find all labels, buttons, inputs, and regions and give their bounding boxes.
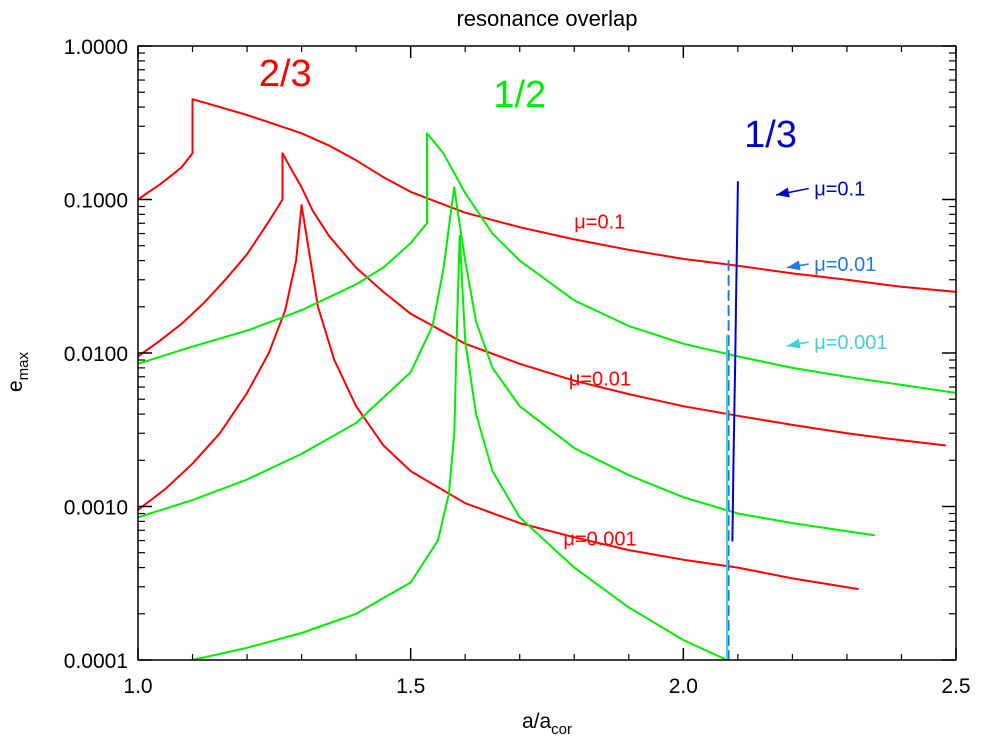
annotation-layer: 2/3 1/2 1/3 μ=0.1 μ=0.01 μ=0.001 μ=0.1 μ=0.01 μ=… [259,53,888,551]
resonance-label: 1/3 [744,114,797,156]
mu-label: μ=0.001 [814,332,887,354]
x-tick-label: 1.0 [123,675,152,698]
y-tick-label: 0.0001 [64,650,128,673]
series-layer [138,98,956,660]
y-axis-title: emax [4,351,32,392]
annotation-arrow-head [786,338,801,349]
x-tick-label: 2.5 [941,675,970,698]
y-tick-label: 1.0000 [64,36,128,59]
tick-layer: 1.0 1.5 2.0 2.5 1.0000 0.1000 0.0100 0.0010 0.00… [64,36,971,698]
series-line-1-2-3 [138,132,956,394]
mu-label: μ=0.01 [814,254,876,276]
y-tick-label: 0.0100 [64,343,128,366]
series-line-1-3-6 [731,181,739,542]
series-line-1-2-4 [138,186,876,537]
y-tick-label: 0.0010 [64,497,128,520]
x-axis-title-main: a/a [522,710,552,733]
mu-label: μ=0.01 [569,369,631,391]
mu-label: μ=0.001 [563,528,636,550]
y-axis-title-sub: max [15,351,32,380]
annotation-arrow-head [786,260,801,271]
mu-label: μ=0.1 [574,211,625,233]
x-tick-label: 1.5 [396,675,425,698]
annotation-arrow-head [776,187,790,198]
y-axis-title-main: e [4,380,27,392]
y-tick-label: 0.1000 [64,190,128,213]
x-axis-title-sub: cor [551,721,572,738]
resonance-label: 2/3 [259,53,312,95]
x-tick-label: 2.0 [669,675,698,698]
resonance-label: 1/2 [493,74,546,116]
chart-title: resonance overlap [456,6,637,31]
series-line-2-3-2 [138,204,859,590]
mu-label: μ=0.1 [814,178,865,200]
series-line-1-2-5 [191,234,728,660]
series-line-2-3-0 [138,98,956,293]
x-axis-title: a/acor [522,710,572,738]
